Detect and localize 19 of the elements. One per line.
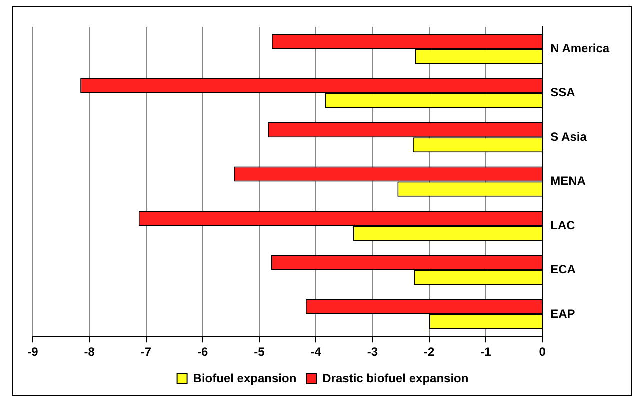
y-tick-label: N America [550,41,610,56]
y-tick-label: SSA [550,86,576,100]
y-tick-label: ECA [550,262,576,277]
legend-label: Biofuel expansion [193,371,297,386]
x-tick-label: -1 [480,345,492,360]
x-tick-label: -7 [140,345,152,360]
x-tick-label: -3 [367,345,378,360]
x-tick-label: -8 [84,345,96,360]
x-tick-label: -9 [28,345,39,360]
y-tick-label: MENA [550,174,586,188]
legend-label: Drastic biofuel expansion [322,371,469,386]
y-tick-label: LAC [550,218,576,232]
x-tick-label: -5 [254,345,266,360]
x-tick-label: -2 [424,345,436,360]
x-tick-label: 0 [539,345,546,360]
x-tick-label: -6 [198,345,209,360]
x-tick-label: -4 [310,345,322,360]
y-tick-label: EAP [550,306,576,321]
y-tick-label: S Asia [550,130,588,144]
